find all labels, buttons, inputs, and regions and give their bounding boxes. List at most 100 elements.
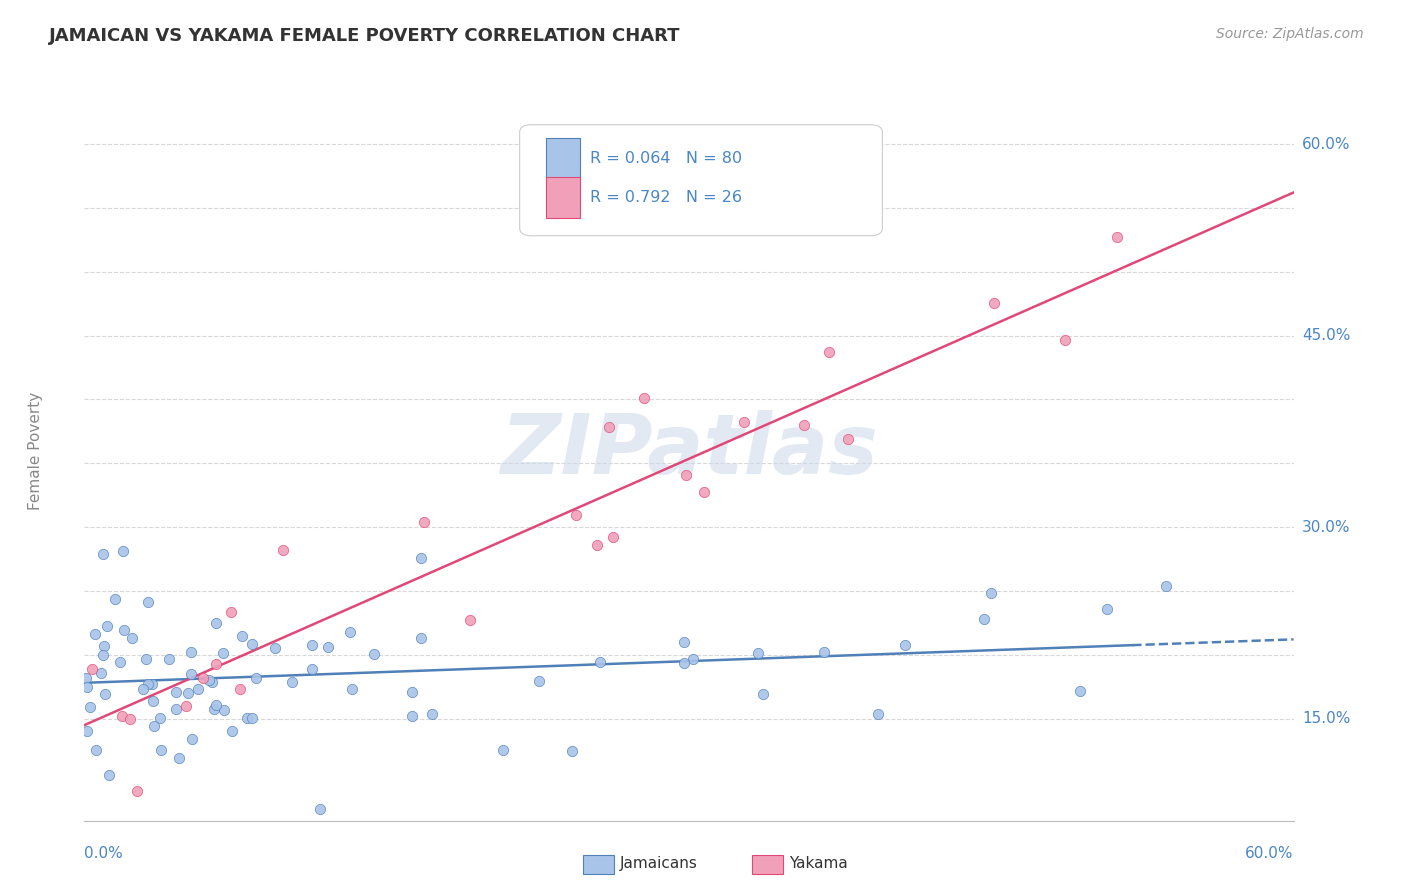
Point <box>589 655 612 669</box>
Point <box>894 638 917 652</box>
Point <box>127 784 149 798</box>
Point <box>149 711 172 725</box>
Point <box>602 530 624 544</box>
Point <box>633 391 655 405</box>
Point <box>813 645 835 659</box>
Point <box>118 712 141 726</box>
Point <box>401 684 423 698</box>
Point <box>309 802 332 816</box>
Point <box>108 655 131 669</box>
Point <box>204 616 226 631</box>
Point <box>1095 602 1118 616</box>
Point <box>91 648 114 662</box>
Point <box>75 671 97 685</box>
Text: 0.0%: 0.0% <box>84 846 124 861</box>
Point <box>187 681 209 696</box>
Point <box>280 674 302 689</box>
Point <box>492 743 515 757</box>
Text: JAMAICAN VS YAKAMA FEMALE POVERTY CORRELATION CHART: JAMAICAN VS YAKAMA FEMALE POVERTY CORREL… <box>49 27 681 45</box>
Point <box>98 768 121 782</box>
Point <box>136 595 159 609</box>
Point <box>561 744 583 758</box>
FancyBboxPatch shape <box>547 137 581 178</box>
Point <box>76 680 98 694</box>
Point <box>212 647 235 661</box>
Text: Jamaicans: Jamaicans <box>620 856 697 871</box>
Point <box>363 647 385 661</box>
Point <box>165 701 187 715</box>
FancyBboxPatch shape <box>520 125 883 235</box>
Point <box>866 706 889 721</box>
Point <box>675 467 697 482</box>
Point <box>682 652 704 666</box>
Point <box>693 485 716 500</box>
Point <box>111 543 134 558</box>
Text: 15.0%: 15.0% <box>1302 711 1350 726</box>
Point <box>301 662 323 676</box>
Text: R = 0.792   N = 26: R = 0.792 N = 26 <box>589 190 742 205</box>
Point <box>458 613 481 627</box>
Text: Yakama: Yakama <box>789 856 848 871</box>
Point <box>565 508 588 522</box>
Point <box>219 605 242 619</box>
Point <box>143 719 166 733</box>
Point <box>112 623 135 637</box>
Point <box>973 612 995 626</box>
Point <box>79 700 101 714</box>
Text: 60.0%: 60.0% <box>1246 846 1294 861</box>
Point <box>339 625 361 640</box>
Point <box>1107 230 1129 244</box>
Point <box>142 694 165 708</box>
Point <box>103 591 125 606</box>
Point <box>90 665 112 680</box>
Point <box>229 682 252 697</box>
Point <box>76 724 98 739</box>
Point <box>1154 579 1177 593</box>
Point <box>837 432 859 446</box>
Point <box>80 662 103 676</box>
Point <box>585 538 607 552</box>
Point <box>983 296 1005 310</box>
Point <box>121 632 143 646</box>
Point <box>420 706 443 721</box>
Point <box>747 647 769 661</box>
Point <box>733 415 755 429</box>
Text: 30.0%: 30.0% <box>1302 519 1350 534</box>
Point <box>316 640 339 654</box>
Point <box>167 751 190 765</box>
Point <box>240 637 263 651</box>
Point <box>180 645 202 659</box>
Point <box>598 420 620 434</box>
Text: R = 0.064   N = 80: R = 0.064 N = 80 <box>589 151 742 166</box>
Point <box>673 656 696 670</box>
Point <box>193 671 215 685</box>
Point <box>673 634 696 648</box>
Point <box>1054 333 1077 347</box>
Text: 45.0%: 45.0% <box>1302 328 1350 343</box>
Point <box>94 687 117 701</box>
Point <box>202 701 225 715</box>
Point <box>198 673 221 688</box>
Point <box>301 638 323 652</box>
Point <box>177 685 200 699</box>
Point <box>401 708 423 723</box>
Point <box>273 543 295 558</box>
Point <box>818 345 841 359</box>
Text: Source: ZipAtlas.com: Source: ZipAtlas.com <box>1216 27 1364 41</box>
Point <box>157 652 180 666</box>
Point <box>141 677 163 691</box>
Point <box>135 652 157 666</box>
Point <box>201 674 224 689</box>
Point <box>136 677 159 691</box>
Point <box>240 711 263 725</box>
Point <box>132 682 155 697</box>
Point <box>413 515 436 529</box>
Point <box>205 657 228 671</box>
Text: Female Poverty: Female Poverty <box>28 392 44 509</box>
Point <box>181 732 204 747</box>
Point <box>409 631 432 645</box>
Point <box>96 619 118 633</box>
Point <box>212 702 235 716</box>
Point <box>1069 684 1091 698</box>
Point <box>235 711 257 725</box>
